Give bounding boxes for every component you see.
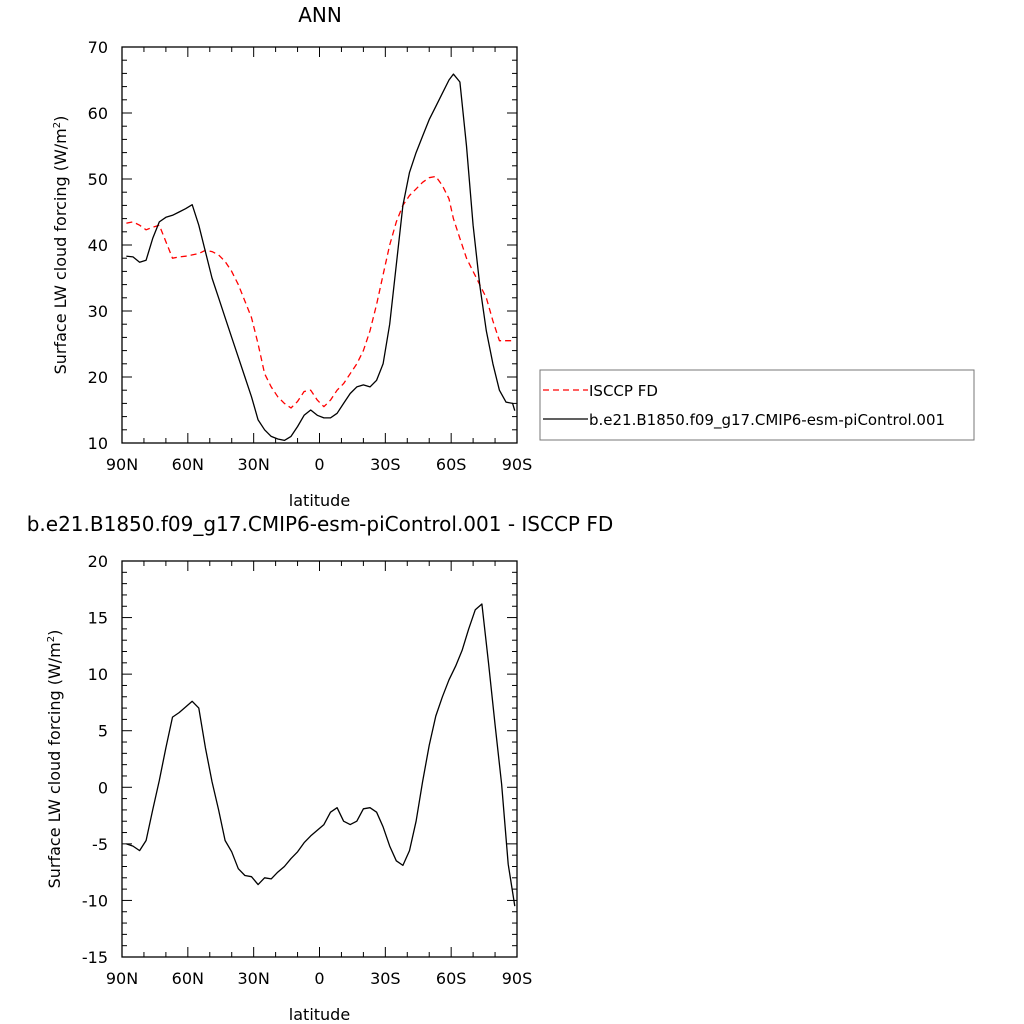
top-series-line-1 [126, 73, 516, 442]
top-plot-frame [121, 46, 518, 444]
bottom-y-tick-label: 10 [88, 665, 108, 684]
top-x-tick-label: 0 [314, 455, 324, 474]
top-y-axis-label: Surface LW cloud forcing (W/m2) [51, 116, 70, 375]
bottom-y-tick-label: -5 [92, 835, 108, 854]
top-y-tick-label: 20 [88, 368, 108, 387]
top-y-tick-label: 50 [88, 170, 108, 189]
bottom-y-tick-label: -10 [82, 891, 108, 910]
legend-label-1: b.e21.B1850.f09_g17.CMIP6-esm-piControl.… [589, 411, 945, 430]
bottom-y-tick-label: 20 [88, 552, 108, 571]
bottom-chart-title: b.e21.B1850.f09_g17.CMIP6-esm-piControl.… [27, 512, 614, 536]
bottom-y-tick-label: 5 [98, 722, 108, 741]
top-x-axis-label: latitude [289, 491, 350, 510]
top-x-tick-label: 60N [172, 455, 204, 474]
bottom-x-tick-label: 30N [238, 969, 270, 988]
bottom-x-tick-label: 60N [172, 969, 204, 988]
top-chart-title: ANN [298, 3, 342, 27]
top-x-tick-label: 30S [370, 455, 401, 474]
top-x-tick-label: 30N [238, 455, 270, 474]
top-chart: ANN 90N 60N 30N 0 30S 60S 90S 10 20 30 40 50 60 70 lati… [51, 3, 975, 510]
top-x-tick-label: 90N [106, 455, 138, 474]
bottom-x-tick-label: 60S [436, 969, 467, 988]
bottom-x-tick-label: 0 [314, 969, 324, 988]
top-y-tick-label: 10 [88, 434, 108, 453]
bottom-y-tick-label: 15 [88, 609, 108, 628]
bottom-x-tick-label: 30S [370, 969, 401, 988]
top-y-tick-label: 40 [88, 236, 108, 255]
top-y-tick-label: 60 [88, 104, 108, 123]
top-y-tick-label: 70 [88, 38, 108, 57]
bottom-y-tick-label: -15 [82, 948, 108, 967]
top-y-tick-label: 30 [88, 302, 108, 321]
legend: ISCCP FD b.e21.B1850.f09_g17.CMIP6-esm-pi… [539, 369, 975, 441]
legend-box [539, 369, 975, 441]
bottom-x-tick-label: 90S [502, 969, 533, 988]
top-x-tick-label: 60S [436, 455, 467, 474]
top-x-tick-label: 90S [502, 455, 533, 474]
bottom-series-line-0 [126, 603, 516, 907]
bottom-y-axis-label: Surface LW cloud forcing (W/m2) [45, 630, 64, 889]
top-series-line-0 [126, 175, 513, 409]
bottom-y-tick-label: 0 [98, 778, 108, 797]
legend-label-0: ISCCP FD [589, 382, 658, 400]
bottom-plot-frame [121, 560, 518, 958]
bottom-x-tick-label: 90N [106, 969, 138, 988]
bottom-x-axis-label: latitude [289, 1005, 350, 1024]
bottom-chart: b.e21.B1850.f09_g17.CMIP6-esm-piControl.… [27, 512, 614, 1024]
